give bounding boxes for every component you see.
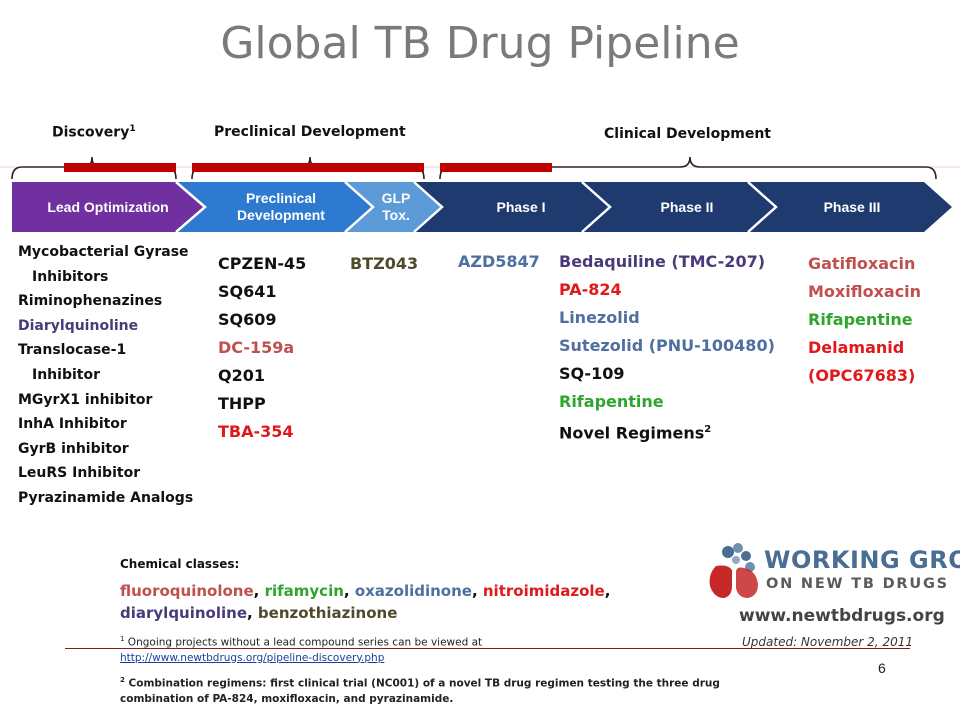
discovery-item: GyrB inhibitor: [18, 440, 129, 457]
chemical-class: diarylquinoline: [120, 604, 247, 622]
stage-label-discovery: Discovery1: [52, 124, 136, 141]
chemical-classes-list: fluoroquinolone, rifamycin, oxazolidinon…: [120, 580, 610, 624]
preclinical-item: TBA-354: [218, 422, 294, 441]
phase2-item: Sutezolid (PNU-100480): [559, 336, 775, 355]
discovery-item: Mycobacterial Gyrase: [18, 244, 189, 260]
chemical-class: nitroimidazole: [482, 582, 605, 600]
glp-list: BTZ043: [350, 250, 418, 278]
pipeline-label-lead-optimization: Lead Optimization: [47, 199, 168, 215]
red-bar-clinical: [440, 163, 552, 172]
phase2-item: PA-824: [559, 280, 622, 299]
preclinical-item: THPP: [218, 394, 266, 413]
pipeline-label-glp-1: GLP: [382, 190, 411, 206]
chemical-class: oxazolidinone: [354, 582, 472, 600]
phase2-list: Bedaquiline (TMC-207) PA-824 Linezolid Sute…: [559, 248, 775, 447]
discovery-item: Inhibitor: [32, 366, 100, 383]
discovery-item: MGyrX1 inhibitor: [18, 391, 153, 408]
discovery-item: LeuRS Inhibitor: [18, 465, 141, 482]
phase3-item: Moxifloxacin: [808, 282, 922, 301]
phase3-item: (OPC67683): [808, 366, 916, 385]
phase1-list: AZD5847: [458, 248, 540, 276]
pipeline-label-phase2: Phase II: [661, 199, 714, 215]
slide-number: 6: [878, 660, 886, 676]
chemical-class: ,: [343, 582, 355, 600]
chevron-phase3: [748, 182, 952, 232]
footnote-2: 2 Combination regimens: first clinical t…: [120, 676, 720, 705]
lungs-logo-icon: [709, 543, 758, 598]
preclinical-item: CPZEN-45: [218, 254, 307, 273]
phase3-list: Gatifloxacin Moxifloxacin Rifapentine Delam…: [808, 250, 921, 390]
phase3-item: Rifapentine: [808, 310, 913, 329]
preclinical-item: SQ609: [218, 310, 277, 329]
chemical-class: rifamycin: [264, 582, 344, 600]
discovery-item: Riminophenazines: [18, 293, 163, 310]
discovery-item: Diarylquinoline: [18, 317, 139, 334]
discovery-list: Mycobacterial Gyrase Inhibitors Riminophen…: [18, 240, 193, 511]
stage-label-clinical: Clinical Development: [604, 126, 771, 142]
chemical-classes-line2: diarylquinoline, benzothiazinone: [120, 602, 610, 624]
stage-label-preclinical: Preclinical Development: [214, 124, 406, 140]
pipeline-label-glp-2: Tox.: [382, 207, 410, 223]
phase2-item: Linezolid: [559, 308, 640, 327]
website-url: www.newtbdrugs.org: [739, 606, 945, 626]
slide-title: Global TB Drug Pipeline: [220, 18, 740, 69]
red-bar-discovery: [64, 163, 176, 172]
chemical-class: ,: [471, 582, 483, 600]
pipeline-label-preclinical-2: Development: [237, 207, 325, 223]
glp-item: BTZ043: [350, 254, 419, 273]
chemical-class: ,: [247, 604, 258, 622]
chemical-class: benzothiazinone: [257, 604, 398, 622]
red-bar-preclinical: [192, 163, 424, 172]
chemical-classes-line1: fluoroquinolone, rifamycin, oxazolidinon…: [120, 580, 610, 602]
pipeline-label-phase3: Phase III: [824, 199, 881, 215]
preclinical-item: DC-159a: [218, 338, 295, 357]
phase3-item: Delamanid: [808, 338, 905, 357]
chevron-phase2: [582, 182, 776, 232]
phase2-item: Bedaquiline (TMC-207): [559, 252, 766, 271]
pipeline-diagram: Lead Optimization Preclinical Developmen…: [0, 156, 960, 233]
footer-divider: [65, 648, 910, 649]
chemical-class: ,: [253, 582, 265, 600]
phase2-item: Rifapentine: [559, 392, 664, 411]
preclinical-list: CPZEN-45 SQ641 SQ609 DC-159a Q201 THPP TBA-354: [218, 250, 306, 446]
updated-date: Updated: November 2, 2011: [742, 635, 913, 649]
discovery-item: InhA Inhibitor: [18, 416, 127, 433]
phase2-item: Novel Regimens2: [559, 423, 712, 443]
chevron-lead-optimization: [12, 182, 205, 232]
footnote-1: 1 Ongoing projects without a lead compou…: [120, 635, 483, 664]
chemical-class: fluoroquinolone: [120, 582, 254, 600]
pipeline-discovery-link[interactable]: http://www.newtbdrugs.org/pipeline-disco…: [120, 651, 385, 664]
phase3-item: Gatifloxacin: [808, 254, 916, 273]
discovery-item: Translocase-1: [18, 342, 127, 359]
phase1-item: AZD5847: [458, 252, 540, 271]
chevron-preclinical: [176, 182, 373, 232]
chemical-classes-heading: Chemical classes:: [120, 557, 240, 571]
discovery-item: Inhibitors: [32, 268, 109, 285]
preclinical-item: SQ641: [218, 282, 277, 301]
pipeline-label-preclinical-1: Preclinical: [246, 190, 316, 206]
chevron-phase1: [414, 182, 610, 232]
chevron-glp: [345, 182, 442, 232]
pipeline-label-phase1: Phase I: [496, 199, 545, 215]
preclinical-item: Q201: [218, 366, 265, 385]
working-group-logo: WORKING GROUP ON NEW TB DRUGS: [706, 540, 960, 604]
chemical-class: ,: [604, 582, 611, 600]
phase2-item: SQ-109: [559, 364, 625, 383]
discovery-item: Pyrazinamide Analogs: [18, 489, 194, 506]
